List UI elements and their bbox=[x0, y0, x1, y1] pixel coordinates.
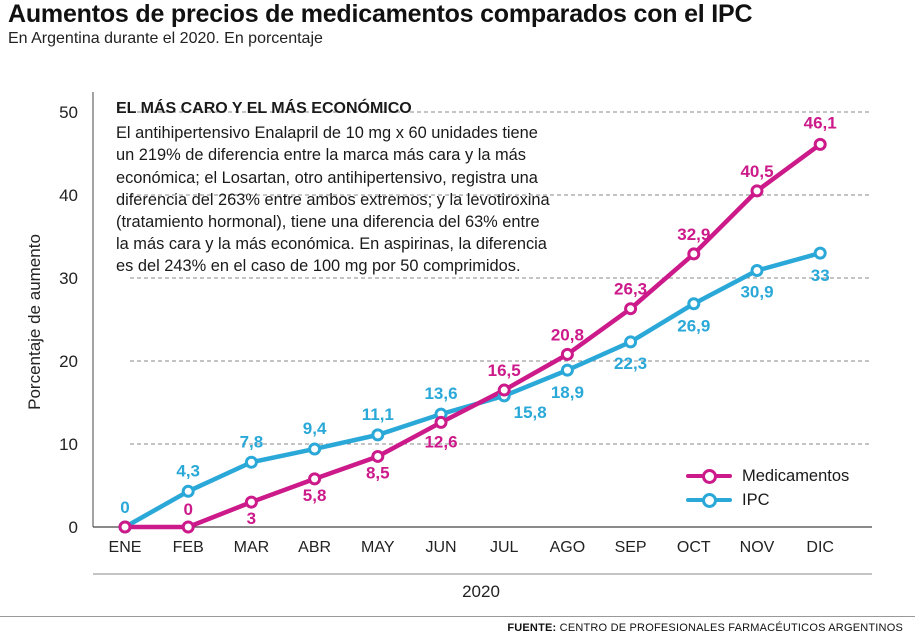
data-label-medicamentos-nov: 40,5 bbox=[740, 162, 773, 181]
data-label-ipc-abr: 9,4 bbox=[303, 419, 327, 438]
point-medicamentos-ene bbox=[118, 520, 132, 534]
point-medicamentos-dic bbox=[813, 137, 827, 151]
source-label: FUENTE: bbox=[507, 622, 557, 634]
data-label-medicamentos-sep: 26,3 bbox=[614, 280, 647, 299]
y-tick-label-40: 40 bbox=[59, 186, 78, 205]
point-medicamentos-feb bbox=[181, 520, 195, 534]
point-ipc-nov bbox=[750, 264, 764, 278]
legend-item-medicamentos: Medicamentos bbox=[684, 464, 849, 488]
data-label-ipc-mar: 7,8 bbox=[240, 432, 264, 451]
x-tick-label-may: MAY bbox=[361, 539, 395, 556]
point-ipc-sep bbox=[624, 335, 638, 349]
data-label-medicamentos-feb: 0 bbox=[183, 500, 192, 519]
x-tick-label-ago: AGO bbox=[550, 539, 586, 556]
chart-legend: Medicamentos IPC bbox=[684, 464, 849, 512]
x-axis-label: 2020 bbox=[462, 582, 500, 601]
data-label-ipc-nov: 30,9 bbox=[740, 283, 773, 302]
point-ipc-oct bbox=[687, 297, 701, 311]
point-ipc-mar bbox=[244, 455, 258, 469]
legend-label-medicamentos: Medicamentos bbox=[742, 466, 850, 485]
note-body: El antihipertensivo Enalapril de 10 mg x… bbox=[116, 124, 550, 276]
data-label-ipc-ene: 0 bbox=[120, 498, 129, 517]
point-medicamentos-abr bbox=[308, 472, 322, 486]
x-tick-label-ene: ENE bbox=[109, 539, 142, 556]
data-label-ipc-dic: 33 bbox=[811, 266, 830, 285]
point-medicamentos-sep bbox=[624, 302, 638, 316]
point-ipc-may bbox=[371, 428, 385, 442]
point-medicamentos-ago bbox=[560, 347, 574, 361]
x-tick-label-mar: MAR bbox=[234, 539, 270, 556]
y-tick-label-30: 30 bbox=[59, 269, 78, 288]
legend-label-ipc: IPC bbox=[742, 490, 770, 509]
legend-item-ipc: IPC bbox=[684, 488, 849, 512]
data-label-medicamentos-oct: 32,9 bbox=[677, 225, 710, 244]
x-tick-label-jul: JUL bbox=[490, 539, 519, 556]
data-label-ipc-jul: 15,8 bbox=[514, 403, 547, 422]
data-label-medicamentos-mar: 3 bbox=[247, 509, 256, 528]
point-medicamentos-oct bbox=[687, 247, 701, 261]
y-tick-label-10: 10 bbox=[59, 435, 78, 454]
data-label-ipc-jun: 13,6 bbox=[424, 384, 457, 403]
x-tick-label-sep: SEP bbox=[615, 539, 647, 556]
point-medicamentos-nov bbox=[750, 184, 764, 198]
data-label-medicamentos-ago: 20,8 bbox=[551, 325, 584, 344]
y-tick-label-20: 20 bbox=[59, 352, 78, 371]
y-tick-label-0: 0 bbox=[69, 518, 78, 537]
x-tick-label-abr: ABR bbox=[298, 539, 331, 556]
data-label-ipc-ago: 18,9 bbox=[551, 383, 584, 402]
legend-marker-ipc bbox=[684, 488, 734, 512]
point-medicamentos-may bbox=[371, 449, 385, 463]
series-line-medicamentos bbox=[122, 142, 823, 530]
point-ipc-abr bbox=[308, 442, 322, 456]
data-label-medicamentos-jul: 16,5 bbox=[488, 361, 521, 380]
chart-subtitle: En Argentina durante el 2020. En porcent… bbox=[8, 30, 323, 47]
source-credit: FUENTE: CENTRO DE PROFESIONALES FARMACÉU… bbox=[507, 622, 903, 634]
note-title: EL MÁS CARO Y EL MÁS ECONÓMICO bbox=[116, 100, 412, 117]
point-medicamentos-mar bbox=[244, 495, 258, 509]
data-label-medicamentos-dic: 46,1 bbox=[804, 113, 837, 132]
x-tick-label-nov: NOV bbox=[740, 539, 775, 556]
point-ipc-feb bbox=[181, 484, 195, 498]
point-ipc-dic bbox=[813, 246, 827, 260]
data-label-ipc-may: 11,1 bbox=[362, 405, 394, 424]
info-note: EL MÁS CARO Y EL MÁS ECONÓMICO El antihi… bbox=[116, 98, 556, 278]
data-label-ipc-oct: 26,9 bbox=[677, 317, 710, 336]
y-axis-label: Porcentaje de aumento bbox=[25, 234, 44, 410]
x-tick-label-jun: JUN bbox=[425, 539, 456, 556]
source-text: CENTRO DE PROFESIONALES FARMACÉUTICOS AR… bbox=[559, 622, 903, 634]
data-label-ipc-sep: 22,3 bbox=[614, 354, 647, 373]
point-ipc-ago bbox=[560, 363, 574, 377]
point-medicamentos-jul bbox=[497, 383, 511, 397]
data-label-medicamentos-jun: 12,6 bbox=[424, 432, 457, 451]
chart-title: Aumentos de precios de medicamentos comp… bbox=[8, 0, 753, 28]
legend-marker-medicamentos bbox=[684, 464, 734, 488]
x-tick-label-oct: OCT bbox=[677, 539, 711, 556]
x-tick-label-dic: DIC bbox=[806, 539, 834, 556]
data-label-medicamentos-abr: 5,8 bbox=[303, 486, 327, 505]
footer-divider bbox=[0, 616, 915, 617]
point-medicamentos-jun bbox=[434, 415, 448, 429]
data-label-medicamentos-may: 8,5 bbox=[366, 463, 390, 482]
x-tick-label-feb: FEB bbox=[173, 539, 204, 556]
data-label-ipc-feb: 4,3 bbox=[176, 461, 200, 480]
y-tick-label-50: 50 bbox=[59, 103, 78, 122]
